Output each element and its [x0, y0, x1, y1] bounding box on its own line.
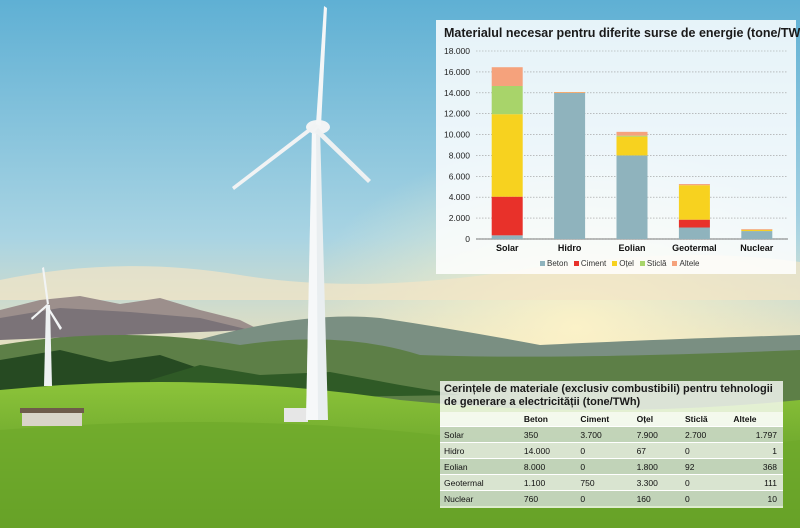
table-header-cell: Oțel [632, 412, 681, 427]
x-tick-label: Nuclear [740, 243, 774, 253]
legend-label: Beton [547, 259, 568, 268]
x-tick-label: Eolian [618, 243, 645, 253]
table-header-cell [440, 412, 520, 427]
x-tick-label: Geotermal [672, 243, 717, 253]
table-cell: 750 [576, 474, 633, 491]
table-cell: 1.100 [519, 474, 577, 491]
table-cell: 14.000 [519, 442, 577, 459]
y-tick-label: 10.000 [444, 130, 470, 140]
legend-item: Ciment [573, 259, 607, 268]
bar-segment-beton [554, 92, 586, 240]
y-tick-label: 18.000 [444, 46, 470, 56]
table-cell: 67 [632, 442, 681, 459]
table-cell: 0 [576, 490, 633, 506]
y-tick-label: 8.000 [449, 150, 471, 160]
table-header-cell: Ciment [576, 412, 633, 427]
y-tick-label: 14.000 [444, 88, 470, 98]
y-tick-label: 4.000 [449, 192, 471, 202]
table-cell: 1.797 [729, 426, 783, 443]
table-cell: 3.300 [632, 474, 681, 491]
legend-label: Oțel [619, 259, 634, 268]
bar-segment-oțel [678, 185, 710, 220]
chart-title: Materialul necesar pentru diferite surse… [444, 26, 800, 40]
table-row: Hidro 14.000 0 67 0 1 [440, 442, 783, 459]
table-cell: 0 [680, 474, 730, 491]
chart-panel: 0 2.000 4.000 6.000 8.000 10.000 12.000 14.000 1… [436, 20, 800, 274]
table-cell: 1.800 [632, 458, 681, 475]
legend-swatch [612, 261, 618, 267]
legend-swatch [639, 261, 645, 267]
table-cell: 92 [680, 458, 730, 475]
x-tick-label: Solar [496, 243, 519, 253]
bar-segment-sticlă [491, 85, 523, 115]
table-cell: 1 [729, 442, 783, 459]
bar-segment-beton [616, 155, 648, 239]
x-tick-label: Hidro [558, 243, 582, 253]
table-header-cell: Beton [519, 412, 577, 427]
legend-item: Beton [540, 259, 568, 268]
table-cell: 2.700 [680, 426, 730, 443]
y-tick-label: 0 [465, 234, 470, 244]
table-cell: 7.900 [632, 426, 681, 443]
table-header-cell: Sticlă [680, 412, 730, 427]
legend-swatch [573, 261, 579, 267]
table-cell: 760 [519, 490, 577, 506]
table-cell: 368 [729, 458, 783, 475]
small-wind-turbine [31, 267, 62, 386]
table-cell: 350 [519, 426, 577, 443]
stacked-bar-chart: 0 2.000 4.000 6.000 8.000 10.000 12.000 14.000 1… [444, 46, 788, 253]
table-row-label: Solar [440, 426, 520, 443]
bar-segment-altele [554, 92, 586, 93]
table-cell: 0 [576, 458, 633, 475]
materials-table: Beton Ciment Oțel Sticlă Altele Solar 350 3.70… [440, 412, 783, 506]
table-cell: 8.000 [519, 458, 577, 475]
table-row-label: Nuclear [440, 490, 520, 506]
table-cell: 0 [576, 442, 633, 459]
bar-segment-oțel [741, 229, 773, 232]
table-header-cell: Altele [729, 412, 783, 427]
legend-item: Sticlă [639, 259, 667, 268]
chart-legend: Beton Ciment Oțel Sticlă Altele [540, 259, 706, 268]
legend-item: Altele [672, 259, 700, 268]
legend-label: Altele [679, 259, 700, 268]
table-cell: 0 [680, 442, 730, 459]
table-row-label: Eolian [440, 458, 520, 475]
bar-segment-oțel [616, 136, 648, 156]
bar-segment-altele [678, 184, 710, 186]
table-cell: 160 [632, 490, 681, 506]
table-cell: 111 [729, 474, 783, 491]
legend-swatch [672, 261, 678, 267]
bar-segment-ciment [678, 219, 710, 228]
y-tick-label: 12.000 [444, 109, 470, 119]
table-row-label: Hidro [440, 442, 520, 459]
bar-segment-beton [741, 231, 773, 239]
bar-segment-beton [491, 235, 523, 239]
table-row-label: Geotermal [440, 474, 520, 491]
legend-label: Ciment [580, 259, 607, 268]
table-cell: 0 [680, 490, 730, 506]
bar-segment-oțel [491, 114, 523, 197]
bar-segment-altele [741, 229, 773, 231]
table-row: Eolian 8.000 0 1.800 92 368 [440, 458, 783, 475]
y-tick-label: 6.000 [449, 171, 471, 181]
bar-segment-altele [491, 67, 523, 86]
legend-item: Oțel [612, 259, 634, 268]
bar-segment-beton [678, 227, 710, 239]
materials-table-panel: Cerințele de materiale (exclusiv combust… [440, 381, 783, 508]
y-tick-label: 2.000 [449, 213, 471, 223]
bar-segment-sticlă [616, 135, 648, 137]
bar-segment-ciment [491, 196, 523, 236]
table-row: Solar 350 3.700 7.900 2.700 1.797 [440, 426, 783, 443]
table-row: Nuclear 760 0 160 0 10 [440, 490, 783, 506]
legend-swatch [540, 261, 545, 267]
y-tick-label: 16.000 [444, 67, 470, 77]
table-title: Cerințele de materiale (exclusiv combust… [444, 383, 773, 408]
table-cell: 3.700 [576, 426, 633, 443]
table-row: Geotermal 1.100 750 3.300 0 111 [440, 474, 783, 491]
table-cell: 10 [729, 490, 783, 506]
large-wind-turbine [232, 6, 371, 420]
legend-label: Sticlă [646, 259, 667, 268]
bar-segment-altele [616, 131, 648, 136]
